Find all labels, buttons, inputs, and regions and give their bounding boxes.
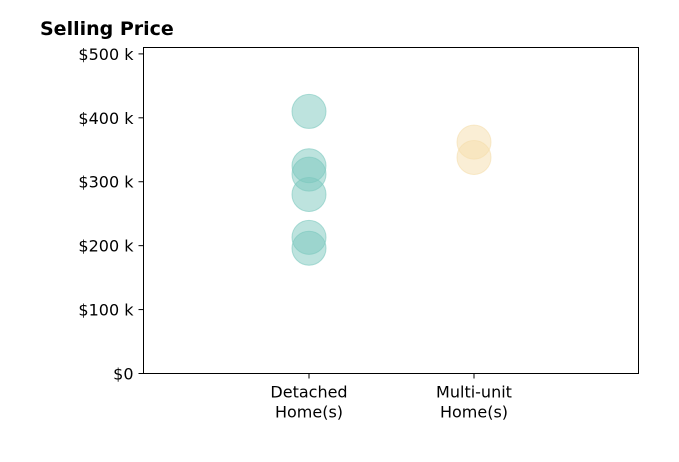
chart-title: Selling Price: [40, 18, 174, 40]
y-tick-label: $400 k: [78, 109, 134, 128]
y-tick-label: $500 k: [78, 45, 134, 64]
y-tick-label: $100 k: [78, 301, 134, 320]
x-tick-label: Multi-unit Home(s): [436, 383, 512, 422]
y-tick-label: $0: [113, 365, 133, 384]
data-points: [291, 93, 492, 266]
data-point: [291, 177, 327, 213]
data-point: [291, 230, 327, 266]
x-tick-label: Detached Home(s): [270, 383, 347, 422]
data-point: [456, 139, 492, 175]
y-tick-label: $300 k: [78, 173, 134, 192]
y-axis: $0 $100 k $200 k $300 k $400 k $500 k: [78, 45, 144, 384]
y-tick-label: $200 k: [78, 237, 134, 256]
x-axis: Detached Home(s) Multi-unit Home(s): [270, 373, 512, 422]
plot-area: [143, 47, 639, 374]
data-point: [291, 93, 327, 129]
